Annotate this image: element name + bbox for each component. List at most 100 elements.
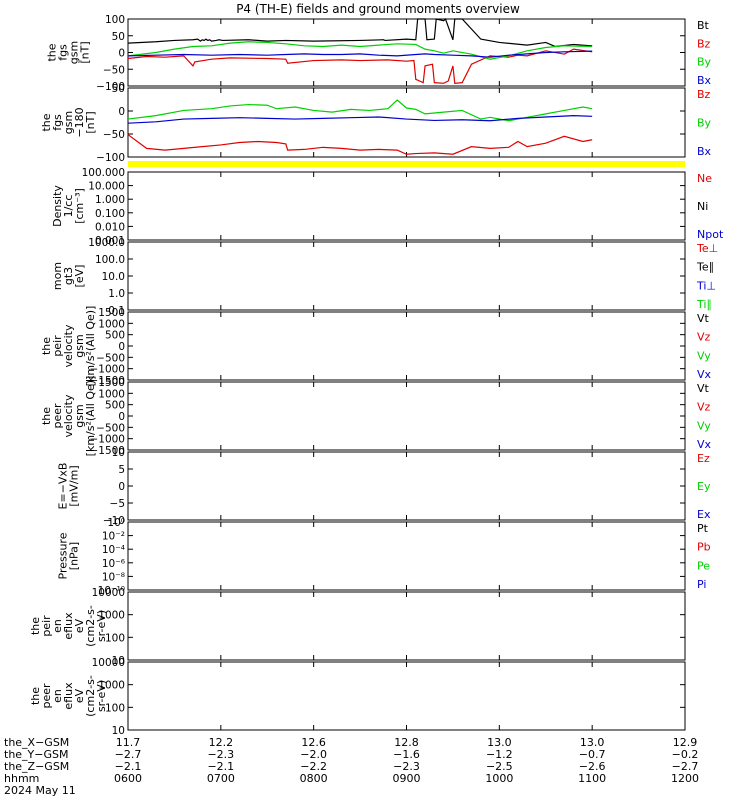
ylabel-line: the [29,617,42,635]
legend-item: Bx [697,74,712,87]
series-line-0 [127,17,593,48]
panel-fgs-gsm-zoom: 50 0 −50 −100 thefgsgsm−180[nT] Bz By Bx [40,83,712,164]
panel-pressure: 10⁰ 10⁻²10⁻⁴ 10⁻⁶10⁻⁸ 10⁻¹⁰ Pressure[nPa] Pt P… [57,517,711,597]
ylabel: E=−VxB[mV/m] [57,463,81,510]
ytick-label: 500 [105,330,125,342]
ytick-label: 1.0 [108,288,125,300]
ylabel-line: peir [51,335,64,357]
ylabel: thepeirvelocitygsm[km/s²(All Qe)] [40,306,97,387]
ytick-label: 50 [112,83,125,95]
ylabel-line: sr-eV) [95,680,108,712]
series-line-2 [127,41,593,60]
legend-item: Vt [697,312,710,325]
ytick-label: 5 [118,464,125,476]
xaxis-tick-label: −0.2 [672,748,699,761]
ylabel-line: gsm [73,334,86,357]
ytick-label: −500 [96,352,125,364]
ylabel-line: [km/s²(All Qe)] [84,376,97,457]
xaxis-tick-label: 1100 [578,772,606,785]
legend-item: Ex [697,508,711,521]
ytick-label: −1500 [89,445,125,457]
ylabel-line: [nT] [79,41,92,63]
xaxis-tick-label: −0.7 [579,748,606,761]
ylabel-line: [mV/m] [68,465,81,506]
ylabel: Density1/cc[cm⁻³] [51,185,86,227]
ytick-label: 10.000 [88,181,125,193]
ytick-label: 1000.0 [88,237,125,249]
panel-frame [127,451,686,521]
panel-peer-eflux: 10000 1000 100 10 thepeerenefluxeV(cm2-s-sr-… [29,657,686,737]
ytick-label: 100 [105,632,125,644]
xaxis-tick-label: 0800 [300,772,328,785]
ytick-label: 10⁻⁴ [102,544,125,556]
xaxis-tick-label: −2.7 [672,760,699,773]
panel-fgs-gsm: 100 50 0 −50 −100 thefgsgsm[nT] Bt Bz By Bx [46,14,712,93]
legend-item: Ey [697,480,711,493]
ylabel-line: Density [51,185,64,227]
legend-item: Ti⊥ [696,279,716,292]
ytick-label: −100 [96,81,125,93]
ytick-label: 10000 [92,657,125,669]
xaxis-tick-label: 12.6 [301,736,326,749]
legend-item: By [697,56,712,69]
panel-frame [127,591,686,661]
ytick-label: 10⁻⁶ [102,558,125,570]
ylabel-line: eflux [62,612,75,640]
ylabel-line: mom [51,262,64,290]
plot-title: P4 (TH-E) fields and ground moments over… [236,2,520,16]
ylabel: thefgsgsm−180[nT] [40,107,97,137]
ylabel-line: 1/cc [62,195,75,218]
ytick-label: 10000 [92,587,125,599]
ylabel-line: en [51,689,64,703]
ytick-label: 1000 [98,680,125,692]
series-line-2 [127,114,593,124]
series-line-3 [127,50,593,58]
ylabel-line: fgs [51,114,64,131]
series-line-1 [127,48,593,84]
ylabel-line: peir [40,615,53,637]
xaxis-tick-label: −2.3 [207,748,234,761]
ytick-label: −1500 [89,375,125,387]
xaxis-tick-label: 11.7 [116,736,141,749]
legend-item: Bt [697,19,710,32]
ylabel-line: eV [73,618,86,633]
legend-item: Pt [697,522,709,535]
ylabel-line: fgs [57,44,70,61]
ylabel-line: (cm2-s- [84,605,97,647]
series-line-0 [127,134,593,155]
ytick-label: 10.0 [102,271,125,283]
ytick-label: 1500 [98,307,125,319]
ylabel-line: the [40,113,53,131]
legend-item: Npot [697,228,724,241]
ytick-label: −500 [96,422,125,434]
ylabel-line: [eV] [73,265,86,288]
legend-item: Vx [697,368,712,381]
ytick-label: 0 [118,341,125,353]
xaxis-tick-label: 0700 [207,772,235,785]
panel-frame [127,381,686,451]
ytick-label: 10 [112,725,125,737]
xaxis-tick-label: −1.6 [393,748,420,761]
ylabel-line: peer [40,683,53,709]
xaxis-tick-label: 13.0 [487,736,512,749]
ytick-label: 100.0 [95,254,125,266]
xaxis-tick-label: −2.2 [300,760,327,773]
ytick-label: 100 [105,14,125,26]
ylabel-line: the [29,687,42,705]
data-coverage-bar [128,161,685,167]
ylabel-line: [cm⁻³] [73,188,86,224]
xaxis-tick-label: 0900 [393,772,421,785]
xaxis-tick-label: −2.5 [486,760,513,773]
ytick-label: −10 [103,515,125,527]
ylabel-line: E=−VxB [57,463,70,510]
legend-item: Pb [697,541,711,554]
ytick-label: 0.010 [95,221,125,233]
ylabel-line: gsm [73,404,86,427]
ytick-label: 1.000 [95,194,125,206]
ylabel-line: en [51,619,64,633]
legend-item: Vz [697,401,711,414]
ytick-label: 0 [118,48,125,60]
panel-frame [127,241,686,311]
ytick-label: 0 [118,481,125,493]
panel-frame [127,18,686,87]
